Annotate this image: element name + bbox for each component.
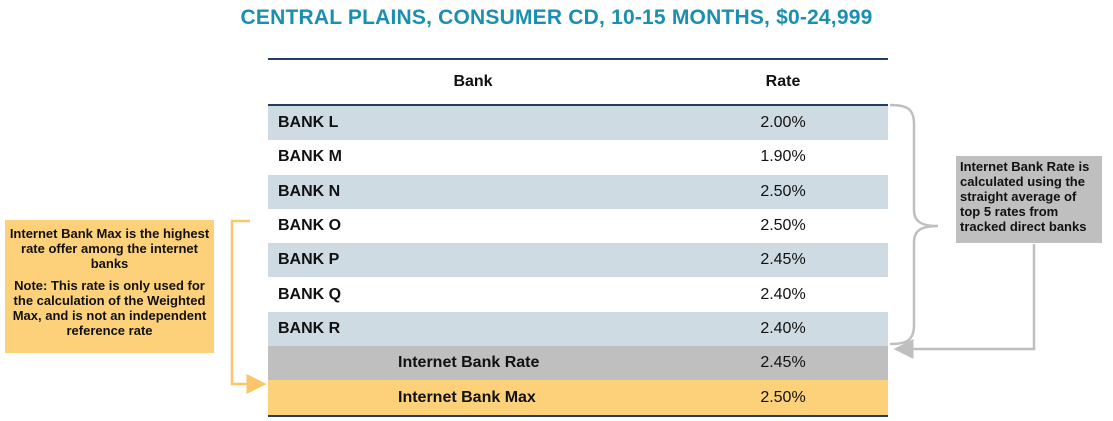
summary-label: Internet Bank Rate <box>268 346 678 381</box>
internet-bank-rate-row: Internet Bank Rate 2.45% <box>268 346 888 381</box>
page-title: CENTRAL PLAINS, CONSUMER CD, 10-15 MONTH… <box>240 6 873 29</box>
summary-rate: 2.45% <box>678 346 888 381</box>
bank-rate: 1.90% <box>760 148 806 166</box>
callout-text: Internet Bank Max is the highest rate of… <box>9 226 210 271</box>
table-row: BANK N 2.50% <box>268 174 888 209</box>
internet-bank-max-callout: Internet Bank Max is the highest rate of… <box>5 220 214 353</box>
internet-bank-max-row: Internet Bank Max 2.50% <box>268 380 888 417</box>
table-row: BANK M 1.90% <box>268 140 888 174</box>
header-rate: Rate <box>678 58 888 106</box>
bank-name: BANK P <box>268 243 678 278</box>
table-row: BANK L 2.00% <box>268 105 888 141</box>
rate-table: Bank Rate BANK L 2.00% BANK M 1.90% BANK… <box>268 58 888 417</box>
callout-note: Note: This rate is only used for the cal… <box>12 278 207 338</box>
right-curly-brace <box>889 103 939 346</box>
bank-name: BANK O <box>278 217 342 235</box>
bank-rate: 2.00% <box>678 105 888 141</box>
table-row: BANK P 2.45% <box>268 243 888 278</box>
internet-bank-rate-callout: Internet Bank Rate is calculated using t… <box>956 156 1102 243</box>
bank-name: BANK L <box>268 105 678 141</box>
table-row: BANK O 2.50% <box>268 209 888 243</box>
bank-rate: 2.50% <box>678 174 888 209</box>
bank-rate: 2.50% <box>760 217 806 235</box>
table-header-row: Bank Rate <box>268 58 888 106</box>
table-row: BANK R 2.40% <box>268 311 888 347</box>
summary-label: Internet Bank Max <box>268 380 678 417</box>
bank-name: BANK M <box>278 148 342 166</box>
bank-rate: 2.45% <box>678 243 888 278</box>
bank-rate: 2.40% <box>678 311 888 347</box>
bank-name: BANK R <box>268 311 678 347</box>
table-row: BANK Q 2.40% <box>268 277 888 311</box>
left-bracket-arrow <box>230 219 267 394</box>
bank-name: BANK N <box>268 174 678 209</box>
right-callout-arrow <box>893 244 1036 359</box>
bank-name: BANK Q <box>278 285 342 303</box>
header-bank: Bank <box>268 58 678 106</box>
summary-rate: 2.50% <box>678 380 888 417</box>
callout-text: Internet Bank Rate is calculated using t… <box>960 159 1090 234</box>
bank-rate: 2.40% <box>760 285 806 303</box>
